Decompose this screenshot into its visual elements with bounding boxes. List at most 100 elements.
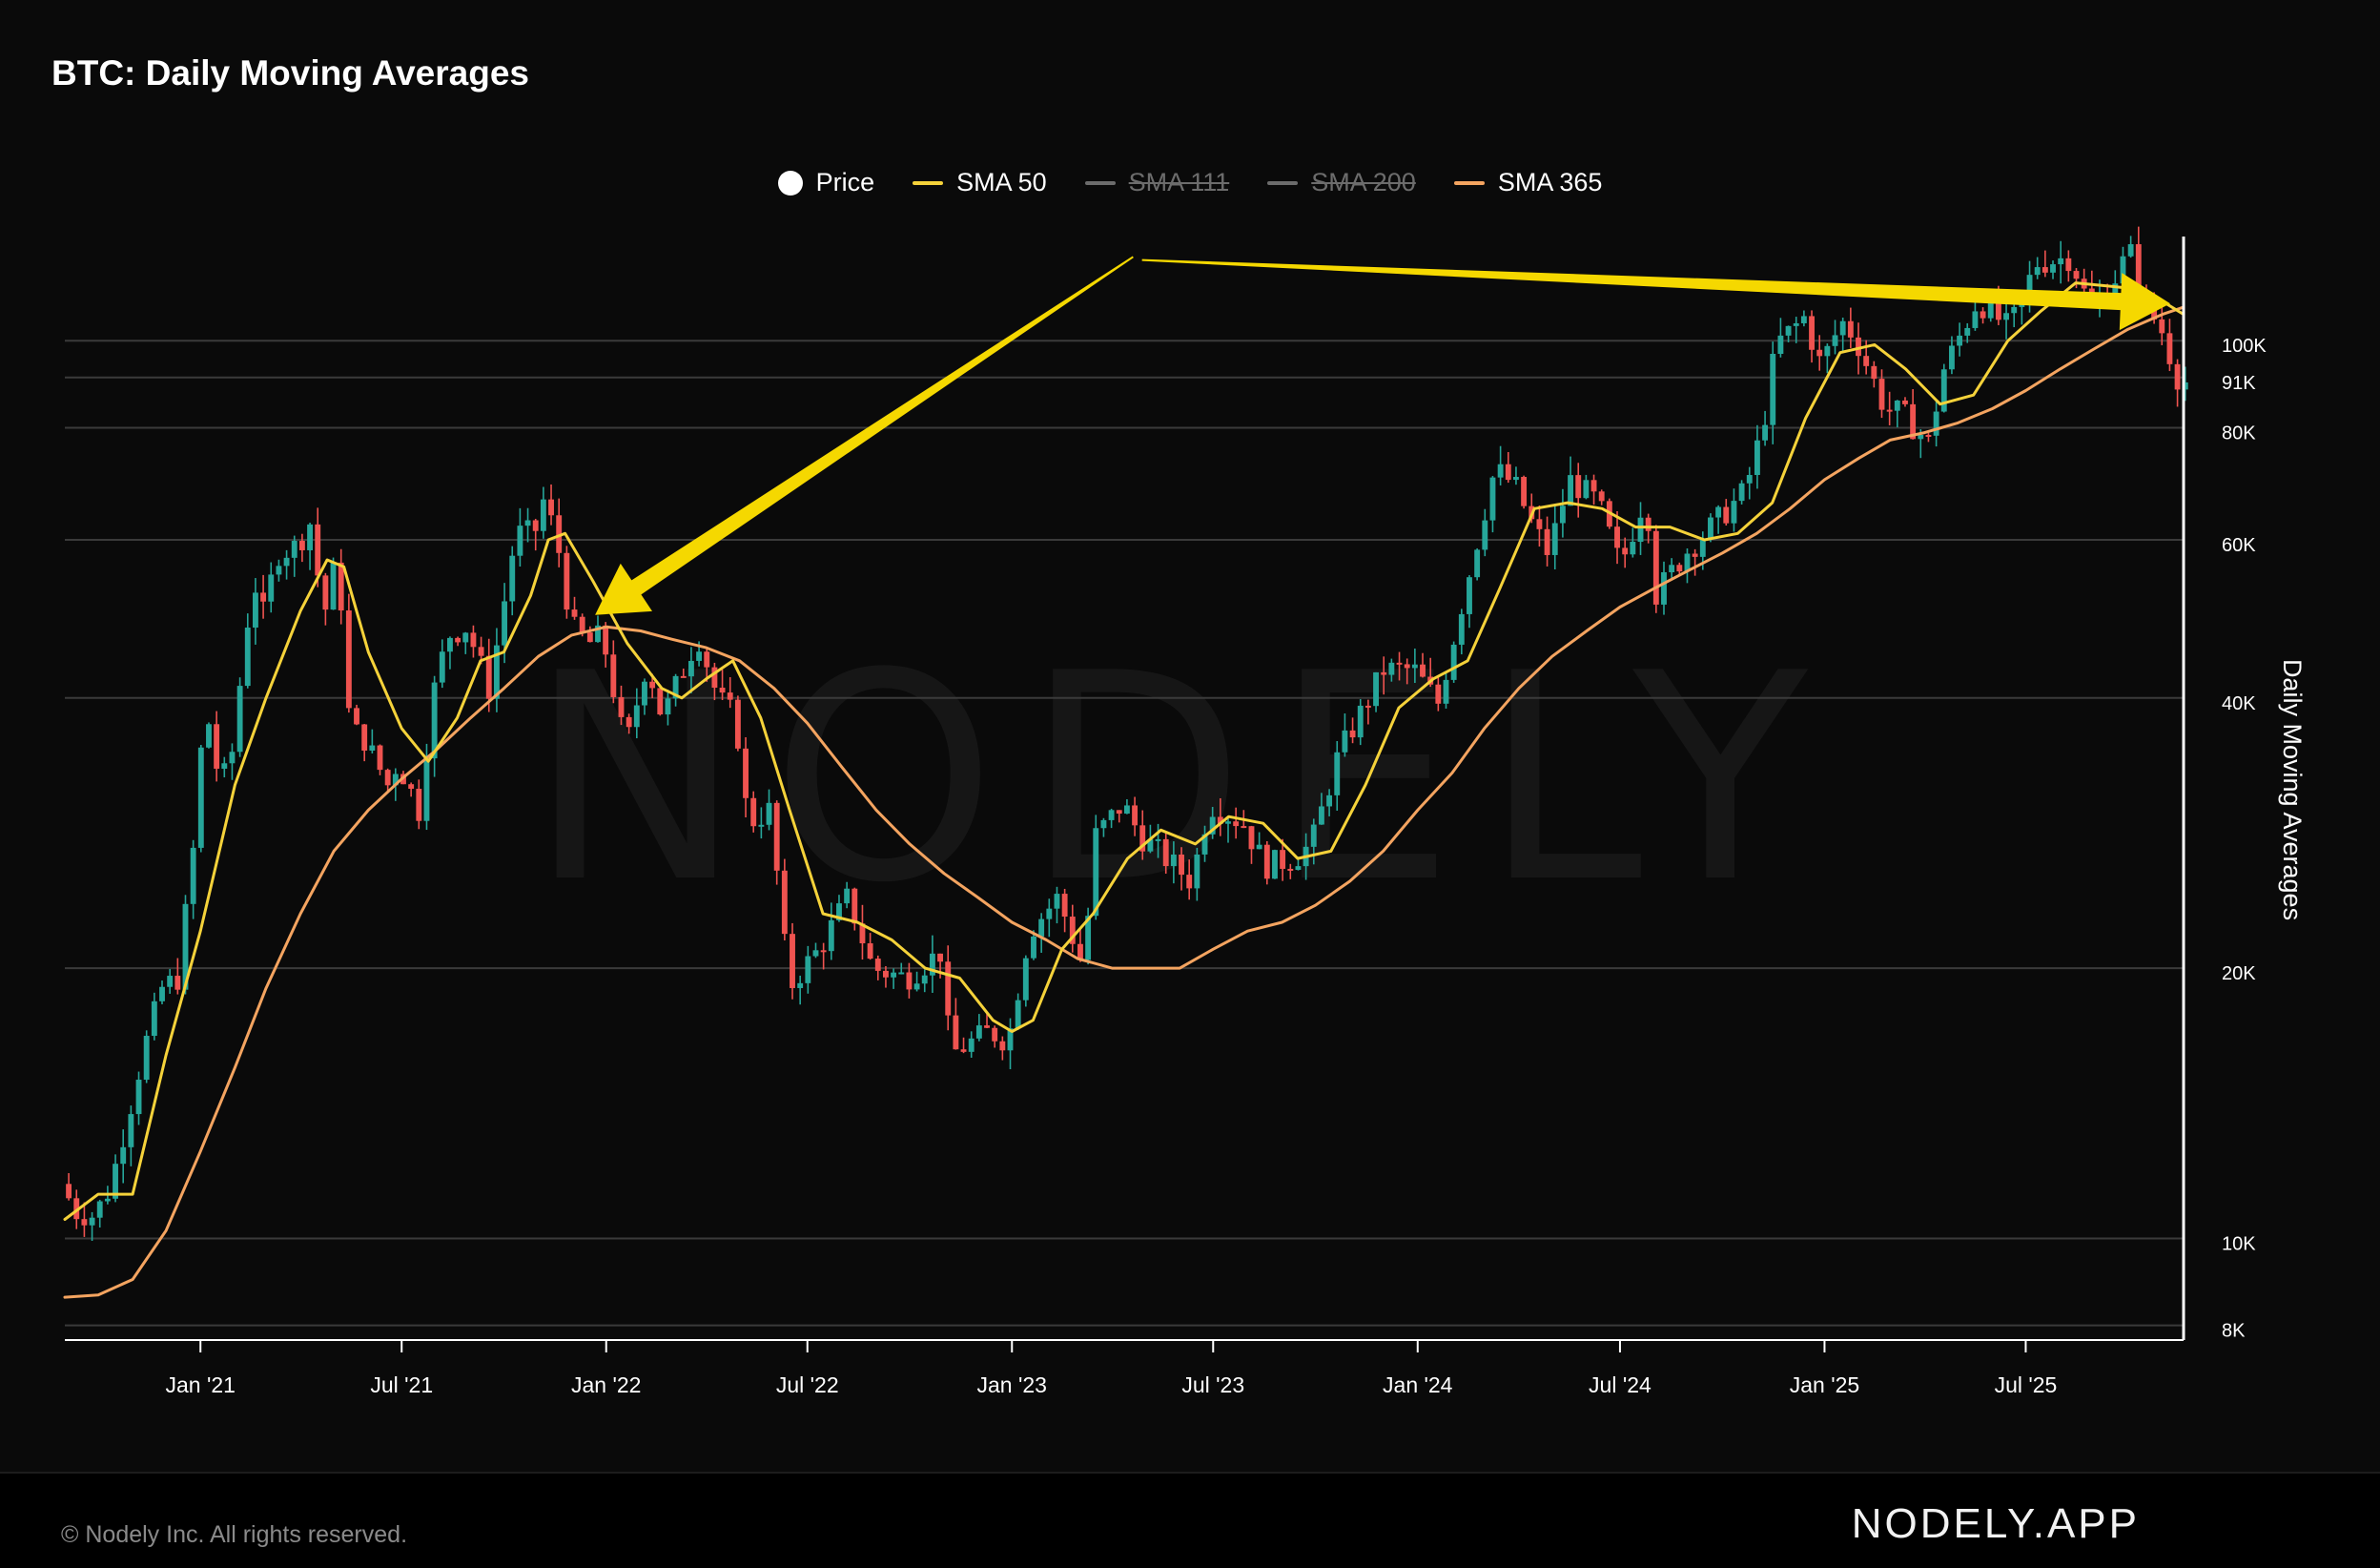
candle-body [586,632,593,643]
y-tick-label: 60K [2222,535,2256,556]
candle-body [377,745,383,771]
legend-item-sma-50[interactable]: SMA 50 [913,168,1047,197]
candle-body [298,541,305,550]
legend-item-sma-200[interactable]: SMA 200 [1267,168,1416,197]
candle-body [2112,283,2119,302]
candle-body [462,632,469,643]
candle-body [1925,434,1932,437]
candle-body [548,499,554,516]
candle-body [704,651,710,668]
candle-body [1046,908,1053,919]
candle-body [571,609,578,617]
candle-body [891,972,897,978]
candle-body [1201,834,1208,855]
candle-body [2166,333,2173,364]
candle-body [1878,379,1885,410]
candle-body [657,688,664,715]
candle-body [937,953,943,962]
candle-body [455,637,462,643]
candle-body [2050,264,2056,273]
candle-body [1948,345,1955,370]
candle-body [283,557,290,567]
candle-body [610,654,617,697]
x-tick-label: Jan '24 [1383,1372,1453,1397]
candle-body [1964,327,1971,336]
candle-body [276,566,282,575]
candle-body [517,526,523,556]
candle-body [1022,958,1029,1001]
candle-body [338,562,344,611]
candle-body [1630,542,1636,555]
x-tick-label: Jul '24 [1589,1372,1652,1397]
candle-body [182,903,189,990]
candle-body [859,923,866,944]
candle-body [929,953,935,976]
candle-body [229,752,236,764]
candle-body [322,575,329,610]
candle-body [485,655,492,699]
candle-body [1482,520,1488,550]
candle-body [113,1164,118,1199]
candle-body [1233,821,1240,827]
candle-body [1816,349,1823,357]
candle-body [1139,825,1146,852]
candle-body [502,601,508,646]
candle-body [524,520,531,526]
candle-body [2159,319,2165,334]
candle-body [1809,316,1815,350]
candle-body [945,961,952,1016]
candle-body [773,802,780,871]
candle-body [642,681,647,706]
candle-body [1194,854,1200,889]
candle-body [1762,424,1769,441]
candle-body [734,699,741,749]
candle-body [1661,571,1667,605]
x-tick-label: Jul '25 [1995,1372,2058,1397]
candle-body [143,1036,150,1081]
candle-body [1108,810,1115,820]
candle-body [2182,382,2188,390]
candle-body [1396,662,1403,665]
grid-lines: 8K 10K 20K 40K 60K 80K 91K 100K [65,336,2267,1342]
candle-body [1381,671,1387,675]
candle-body [1770,353,1776,425]
candle-body [1435,684,1442,704]
candle-body [1186,875,1193,889]
candle-body [1575,475,1582,499]
candle-body [1972,311,1979,328]
candle-body [120,1146,127,1165]
candle-body [975,1025,982,1039]
candle-body [1326,794,1333,807]
candle-body [603,625,609,655]
candle-body [1505,464,1511,481]
legend-item-price[interactable]: Price [777,168,874,197]
legend-item-sma-111[interactable]: SMA 111 [1084,168,1229,197]
candle-body [921,975,928,984]
candle-body [1731,501,1737,524]
candle-body [1824,345,1831,357]
candle-body [252,592,258,628]
candle-body [1217,816,1223,824]
candle-body [1489,477,1496,521]
candle-body [159,986,165,1001]
candle-body [89,1217,95,1226]
candle-body [564,552,570,610]
candle-body [968,1038,975,1052]
candle-body [1894,400,1900,411]
x-tick-label: Jul '23 [1181,1372,1244,1397]
candle-body [1863,356,1870,366]
candle-body [828,919,834,952]
brand-logo: NODELY.APP [1851,1500,2140,1547]
candle-body [953,1015,959,1050]
legend-item-sma-365[interactable]: SMA 365 [1453,168,1602,197]
candle-body [330,562,337,610]
candle-body [315,524,321,576]
candle-body [1699,539,1706,557]
candle-body [478,647,484,656]
sma-50-line [63,281,2185,1221]
candle-body [392,774,399,786]
y-tick-label: 91K [2222,373,2256,394]
x-tick-label: Jul '22 [776,1372,839,1397]
candle-body [540,499,546,531]
candle-body [1209,816,1216,835]
